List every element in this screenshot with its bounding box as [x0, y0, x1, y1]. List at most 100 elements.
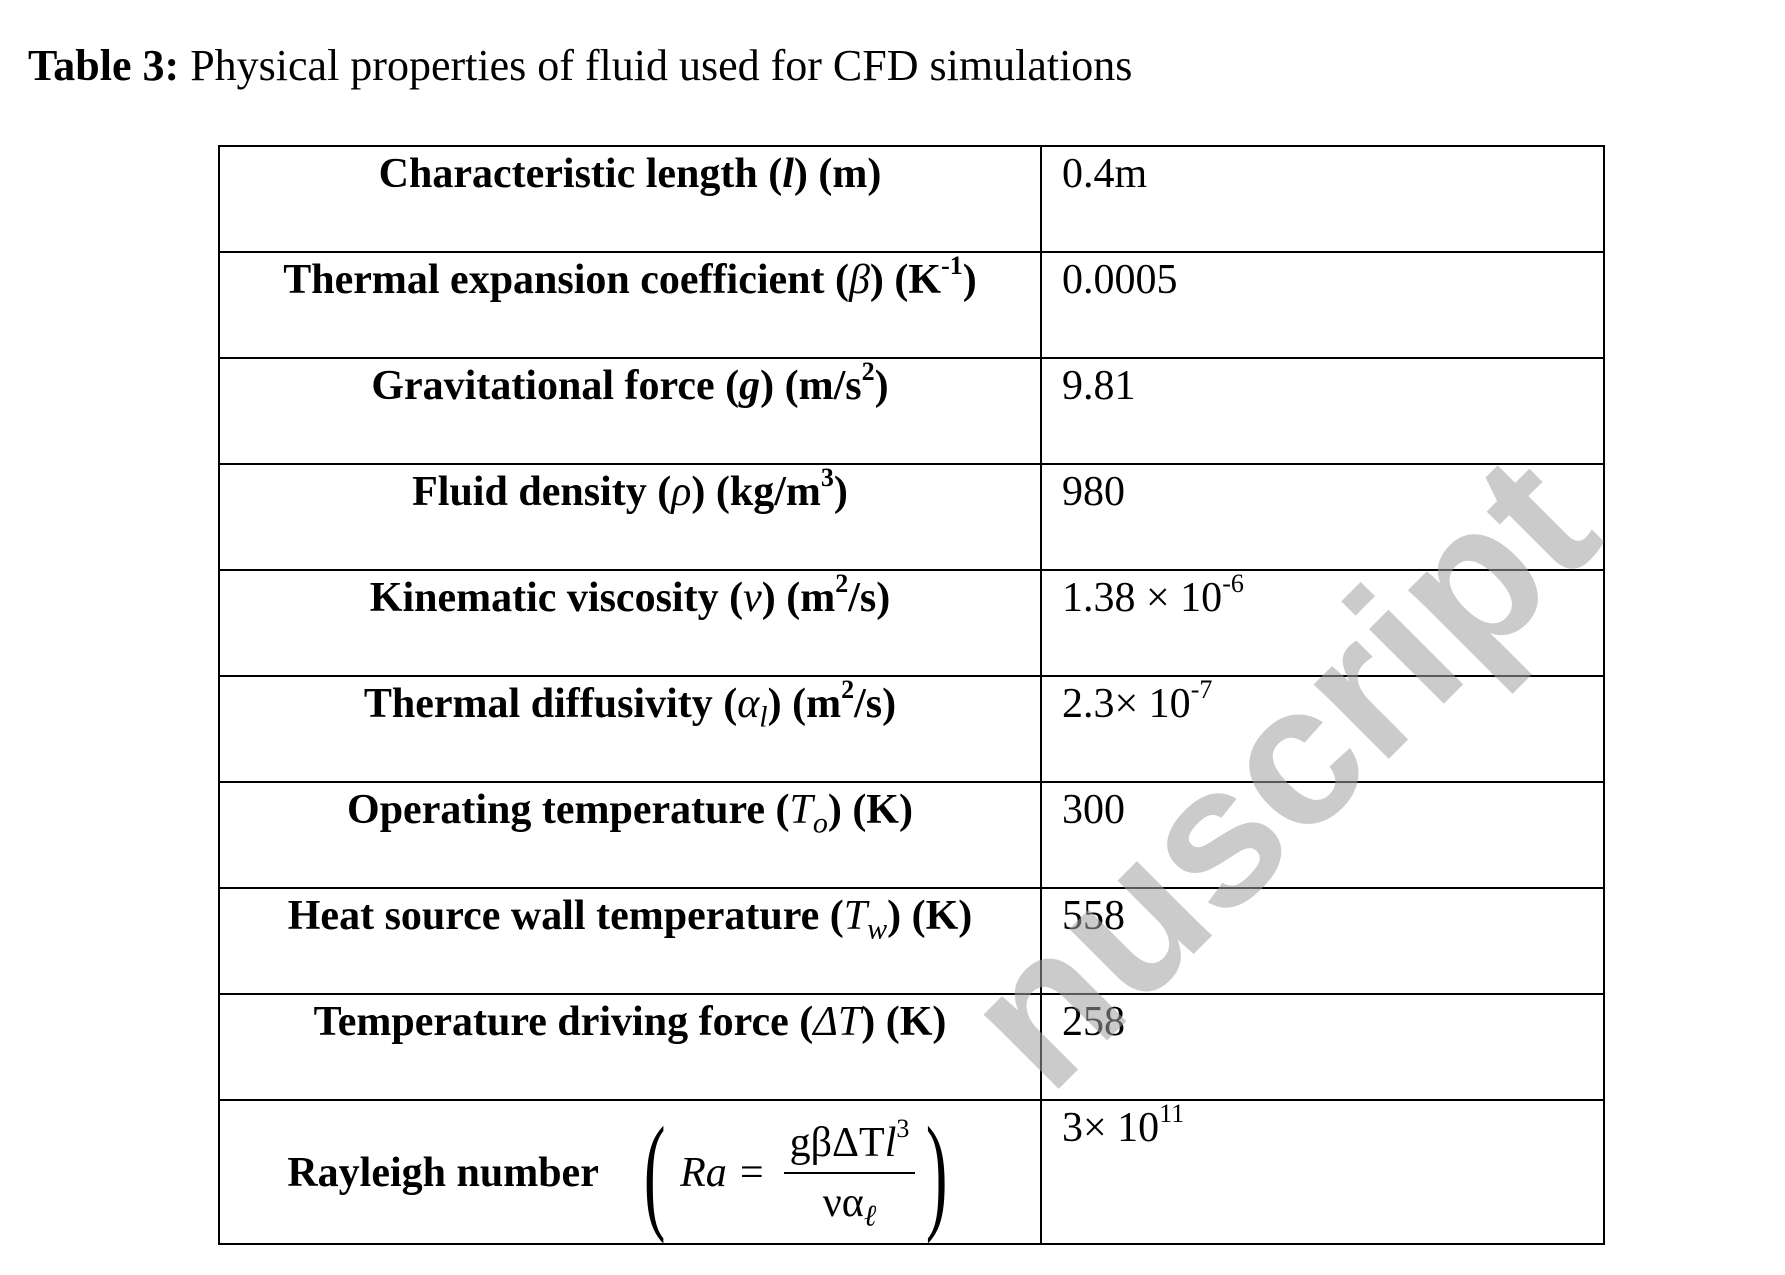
property-unit: ) (m	[761, 575, 836, 621]
table-row: Rayleigh number ( Ra = gβΔTl3 ναℓ ) 3× 1…	[218, 1099, 1605, 1245]
denominator-subscript: ℓ	[863, 1199, 877, 1233]
property-unit: ) (m/s	[760, 363, 862, 409]
table-row: Thermal diffusivity (αl) (m2/s) 2.3× 10-…	[218, 675, 1605, 783]
rayleigh-label: Rayleigh number	[287, 1150, 599, 1196]
table-row: Operating temperature (To) (K) 300	[218, 781, 1605, 889]
property-value: 558	[1062, 893, 1125, 939]
property-symbol: T	[789, 787, 813, 833]
property-value: 300	[1062, 787, 1125, 833]
rayleigh-cell: Rayleigh number ( Ra = gβΔTl3 ναℓ )	[218, 1099, 1042, 1245]
rayleigh-content: Rayleigh number ( Ra = gβΔTl3 ναℓ )	[220, 1103, 1040, 1243]
unit-superscript: 2	[841, 675, 855, 704]
property-name: Heat source wall temperature (	[287, 893, 844, 939]
value-exponent: -7	[1190, 675, 1213, 704]
fraction-numerator: gβΔTl3	[783, 1116, 916, 1174]
symbol-subscript: o	[812, 806, 828, 840]
value-cell: 9.81	[1040, 357, 1605, 465]
property-name: Thermal expansion coefficient (	[283, 257, 849, 303]
property-name: Temperature driving force (	[313, 999, 814, 1045]
property-unit: ) (K	[869, 257, 942, 303]
caption-text: Physical properties of fluid used for CF…	[179, 41, 1133, 90]
property-unit: ) (K)	[887, 893, 973, 939]
unit-superscript: -1	[941, 251, 963, 280]
property-cell: Thermal diffusivity (αl) (m2/s)	[218, 675, 1042, 783]
formula-fraction: gβΔTl3 ναℓ	[783, 1116, 916, 1231]
table-row: Characteristic length (l) (m) 0.4m	[218, 145, 1605, 253]
property-cell: Operating temperature (To) (K)	[218, 781, 1042, 889]
property-unit: ) (K)	[861, 999, 947, 1045]
table-row: Temperature driving force (ΔT) (K) 258	[218, 993, 1605, 1101]
property-name: Fluid density (	[412, 469, 672, 515]
table-row: Fluid density (ρ) (kg/m3) 980	[218, 463, 1605, 571]
unit-superscript: 2	[835, 569, 849, 598]
property-unit-end: )	[962, 257, 977, 303]
property-cell: Kinematic viscosity (ν) (m2/s)	[218, 569, 1042, 677]
property-unit-end: )	[874, 363, 889, 409]
property-symbol: β	[849, 257, 870, 303]
value-cell: 258	[1040, 993, 1605, 1101]
property-symbol: g	[739, 363, 761, 409]
property-name: Kinematic viscosity (	[369, 575, 744, 621]
value-exponent: -6	[1222, 569, 1244, 598]
property-value: 2.3× 10	[1062, 681, 1191, 727]
property-unit: ) (kg/m	[691, 469, 821, 515]
property-value: 258	[1062, 999, 1125, 1045]
symbol-subscript: l	[759, 700, 768, 734]
table-row: Thermal expansion coefficient (β) (K-1) …	[218, 251, 1605, 359]
numerator-exponent: 3	[896, 1114, 910, 1143]
table-row: Gravitational force (g) (m/s2) 9.81	[218, 357, 1605, 465]
property-symbol: α	[737, 681, 760, 727]
table-caption: Table 3: Physical properties of fluid us…	[28, 40, 1132, 92]
property-unit: ) (K)	[827, 787, 913, 833]
table-row: Heat source wall temperature (Tw) (K) 55…	[218, 887, 1605, 995]
property-symbol: l	[782, 151, 794, 197]
property-symbol: ΔT	[813, 999, 862, 1045]
property-value: 0.0005	[1062, 257, 1178, 303]
property-symbol: ν	[743, 575, 762, 621]
value-cell: 0.4m	[1040, 145, 1605, 253]
formula-lhs: Ra =	[680, 1150, 766, 1196]
symbol-subscript: w	[867, 912, 888, 946]
property-cell: Heat source wall temperature (Tw) (K)	[218, 887, 1042, 995]
property-cell: Characteristic length (l) (m)	[218, 145, 1042, 253]
property-unit-end: /s)	[854, 681, 897, 727]
value-exponent: 11	[1159, 1099, 1185, 1128]
property-cell: Fluid density (ρ) (kg/m3)	[218, 463, 1042, 571]
value-cell: 3× 1011	[1040, 1099, 1605, 1245]
property-value: 0.4m	[1062, 151, 1148, 197]
numerator-text: gβΔT	[789, 1120, 885, 1166]
fraction-denominator: ναℓ	[822, 1174, 877, 1231]
value-cell: 558	[1040, 887, 1605, 995]
property-name: Thermal diffusivity (	[363, 681, 738, 727]
caption-label: Table 3:	[28, 41, 180, 90]
value-cell: 2.3× 10-7	[1040, 675, 1605, 783]
unit-superscript: 2	[861, 357, 875, 386]
property-value: 9.81	[1062, 363, 1136, 409]
value-cell: 300	[1040, 781, 1605, 889]
value-cell: 0.0005	[1040, 251, 1605, 359]
property-unit: ) (m	[767, 681, 842, 727]
property-value: 1.38 × 10	[1062, 575, 1223, 621]
property-name: Operating temperature (	[347, 787, 790, 833]
property-value: 980	[1062, 469, 1125, 515]
left-paren: (	[643, 1101, 666, 1245]
right-paren: )	[926, 1101, 948, 1245]
rayleigh-formula: ( Ra = gβΔTl3 ναℓ )	[619, 1108, 973, 1238]
denominator-text: να	[822, 1180, 864, 1226]
property-unit-end: /s)	[848, 575, 891, 621]
property-name: Gravitational force (	[371, 363, 740, 409]
value-cell: 980	[1040, 463, 1605, 571]
property-unit-end: )	[833, 469, 848, 515]
numerator-variable: l	[884, 1120, 897, 1166]
property-symbol: T	[843, 893, 868, 939]
property-name: Characteristic length (	[378, 151, 783, 197]
property-symbol: ρ	[671, 469, 692, 515]
property-cell: Gravitational force (g) (m/s2)	[218, 357, 1042, 465]
table-row: Kinematic viscosity (ν) (m2/s) 1.38 × 10…	[218, 569, 1605, 677]
unit-superscript: 3	[820, 463, 834, 492]
property-cell: Thermal expansion coefficient (β) (K-1)	[218, 251, 1042, 359]
properties-table: Characteristic length (l) (m) 0.4m Therm…	[218, 145, 1605, 1245]
property-cell: Temperature driving force (ΔT) (K)	[218, 993, 1042, 1101]
value-cell: 1.38 × 10-6	[1040, 569, 1605, 677]
property-unit: ) (m)	[793, 151, 882, 197]
